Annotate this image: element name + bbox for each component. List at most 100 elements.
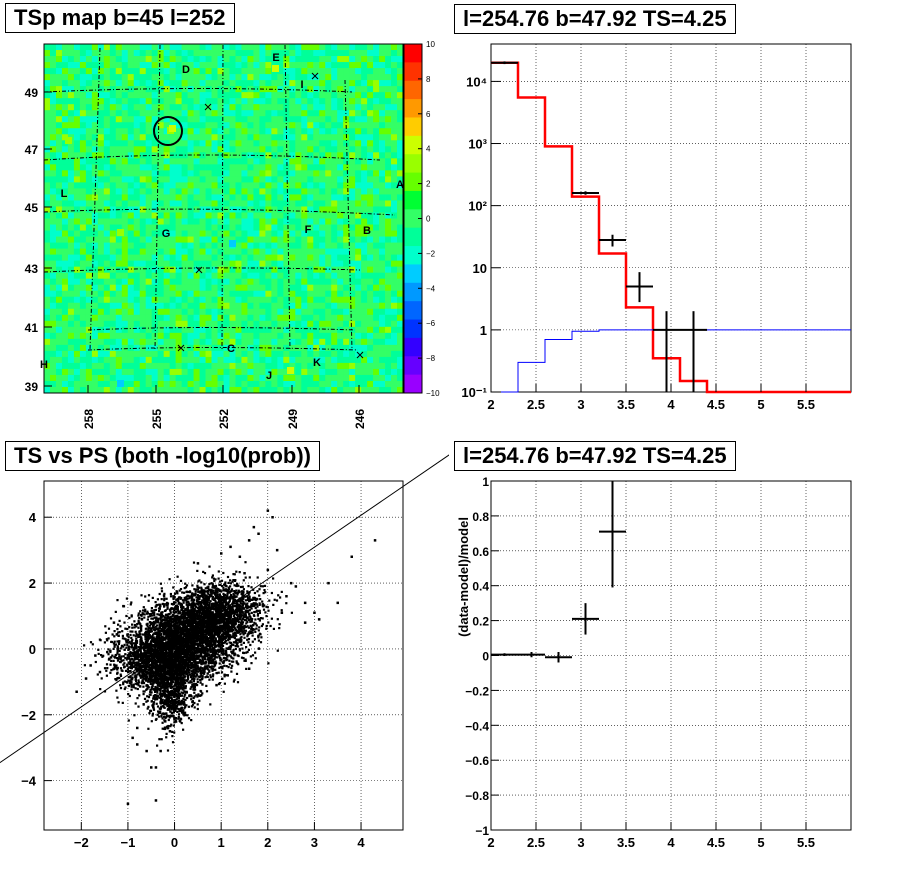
heatmap-cell: [92, 363, 98, 369]
heatmap-cell: [313, 182, 319, 188]
heatmap-cell: [331, 56, 337, 62]
heatmap-cell: [110, 333, 116, 339]
heatmap-cell: [104, 62, 110, 68]
heatmap-cell: [212, 255, 218, 261]
heatmap-cell: [104, 273, 110, 279]
heatmap-cell: [379, 206, 385, 212]
heatmap-cell: [325, 212, 331, 218]
heatmap-cell: [116, 387, 122, 393]
heatmap-cell: [253, 68, 259, 74]
heatmap-cell: [224, 212, 230, 218]
heatmap-cell: [110, 152, 116, 158]
heatmap-cell: [158, 363, 164, 369]
heatmap-cell: [307, 152, 313, 158]
scatter-point: [131, 689, 133, 691]
heatmap-cell: [319, 243, 325, 249]
heatmap-cell: [391, 321, 397, 327]
heatmap-cell: [122, 116, 128, 122]
heatmap-cell: [110, 62, 116, 68]
heatmap-cell: [367, 357, 373, 363]
heatmap-cell: [289, 267, 295, 273]
heatmap-cell: [319, 68, 325, 74]
heatmap-cell: [235, 237, 241, 243]
heatmap-cell: [331, 351, 337, 357]
heatmap-cell: [170, 375, 176, 381]
heatmap-cell: [128, 279, 134, 285]
scatter-point: [116, 628, 118, 630]
heatmap-cell: [235, 255, 241, 261]
heatmap-cell: [373, 333, 379, 339]
heatmap-cell: [229, 375, 235, 381]
heatmap-cell: [182, 231, 188, 237]
heatmap-cell: [307, 303, 313, 309]
heatmap-cell: [68, 261, 74, 267]
heatmap-cell: [194, 375, 200, 381]
heatmap-cell: [301, 50, 307, 56]
heatmap-cell: [361, 146, 367, 152]
heatmap-cell: [259, 50, 265, 56]
heatmap-cell: [385, 128, 391, 134]
heatmap-cell: [86, 164, 92, 170]
scatter-point: [128, 670, 130, 672]
heatmap-cell: [325, 369, 331, 375]
heatmap-cell: [337, 345, 343, 351]
heatmap-cell: [212, 74, 218, 80]
heatmap-cell: [74, 206, 80, 212]
heatmap-cell: [176, 158, 182, 164]
heatmap-cell: [56, 74, 62, 80]
heatmap-cell: [373, 128, 379, 134]
heatmap-cell: [313, 309, 319, 315]
heatmap-cell: [391, 339, 397, 345]
heatmap-cell: [331, 182, 337, 188]
heatmap-cell: [134, 255, 140, 261]
heatmap-cell: [122, 152, 128, 158]
heatmap-cell: [241, 188, 247, 194]
heatmap-cell: [301, 68, 307, 74]
heatmap-cell: [385, 327, 391, 333]
heatmap-cell: [367, 74, 373, 80]
heatmap-cell: [188, 128, 194, 134]
heatmap-cell: [265, 225, 271, 231]
heatmap-cell: [337, 297, 343, 303]
heatmap-cell: [62, 122, 68, 128]
heatmap-cell: [289, 309, 295, 315]
heatmap-cell: [241, 128, 247, 134]
heatmap-cell: [385, 363, 391, 369]
heatmap-cell: [277, 200, 283, 206]
heatmap-cell: [164, 68, 170, 74]
heatmap-cell: [200, 140, 206, 146]
heatmap-cell: [361, 321, 367, 327]
heatmap-cell: [146, 369, 152, 375]
heatmap-cell: [391, 303, 397, 309]
heatmap-cell: [331, 273, 337, 279]
heatmap-cell: [182, 104, 188, 110]
heatmap-cell: [122, 200, 128, 206]
heatmap-cell: [194, 357, 200, 363]
heatmap-cell: [182, 363, 188, 369]
heatmap-cell: [86, 225, 92, 231]
heatmap-cell: [218, 285, 224, 291]
heatmap-cell: [319, 50, 325, 56]
heatmap-cell: [212, 285, 218, 291]
heatmap-cell: [331, 363, 337, 369]
heatmap-cell: [361, 164, 367, 170]
heatmap-cell: [265, 387, 271, 393]
heatmap-cell: [271, 212, 277, 218]
heatmap-cell: [74, 92, 80, 98]
heatmap-cell: [271, 116, 277, 122]
heatmap-cell: [50, 279, 56, 285]
heatmap-cell: [98, 194, 104, 200]
heatmap-cell: [319, 164, 325, 170]
heatmap-cell: [116, 363, 122, 369]
heatmap-cell: [218, 345, 224, 351]
heatmap-cell: [235, 146, 241, 152]
heatmap-cell: [349, 50, 355, 56]
heatmap-cell: [188, 146, 194, 152]
heatmap-cell: [74, 188, 80, 194]
heatmap-cell: [176, 249, 182, 255]
heatmap-cell: [259, 56, 265, 62]
heatmap-cell: [164, 50, 170, 56]
heatmap-cell: [176, 104, 182, 110]
heatmap-cell: [253, 104, 259, 110]
heatmap-cell: [313, 188, 319, 194]
